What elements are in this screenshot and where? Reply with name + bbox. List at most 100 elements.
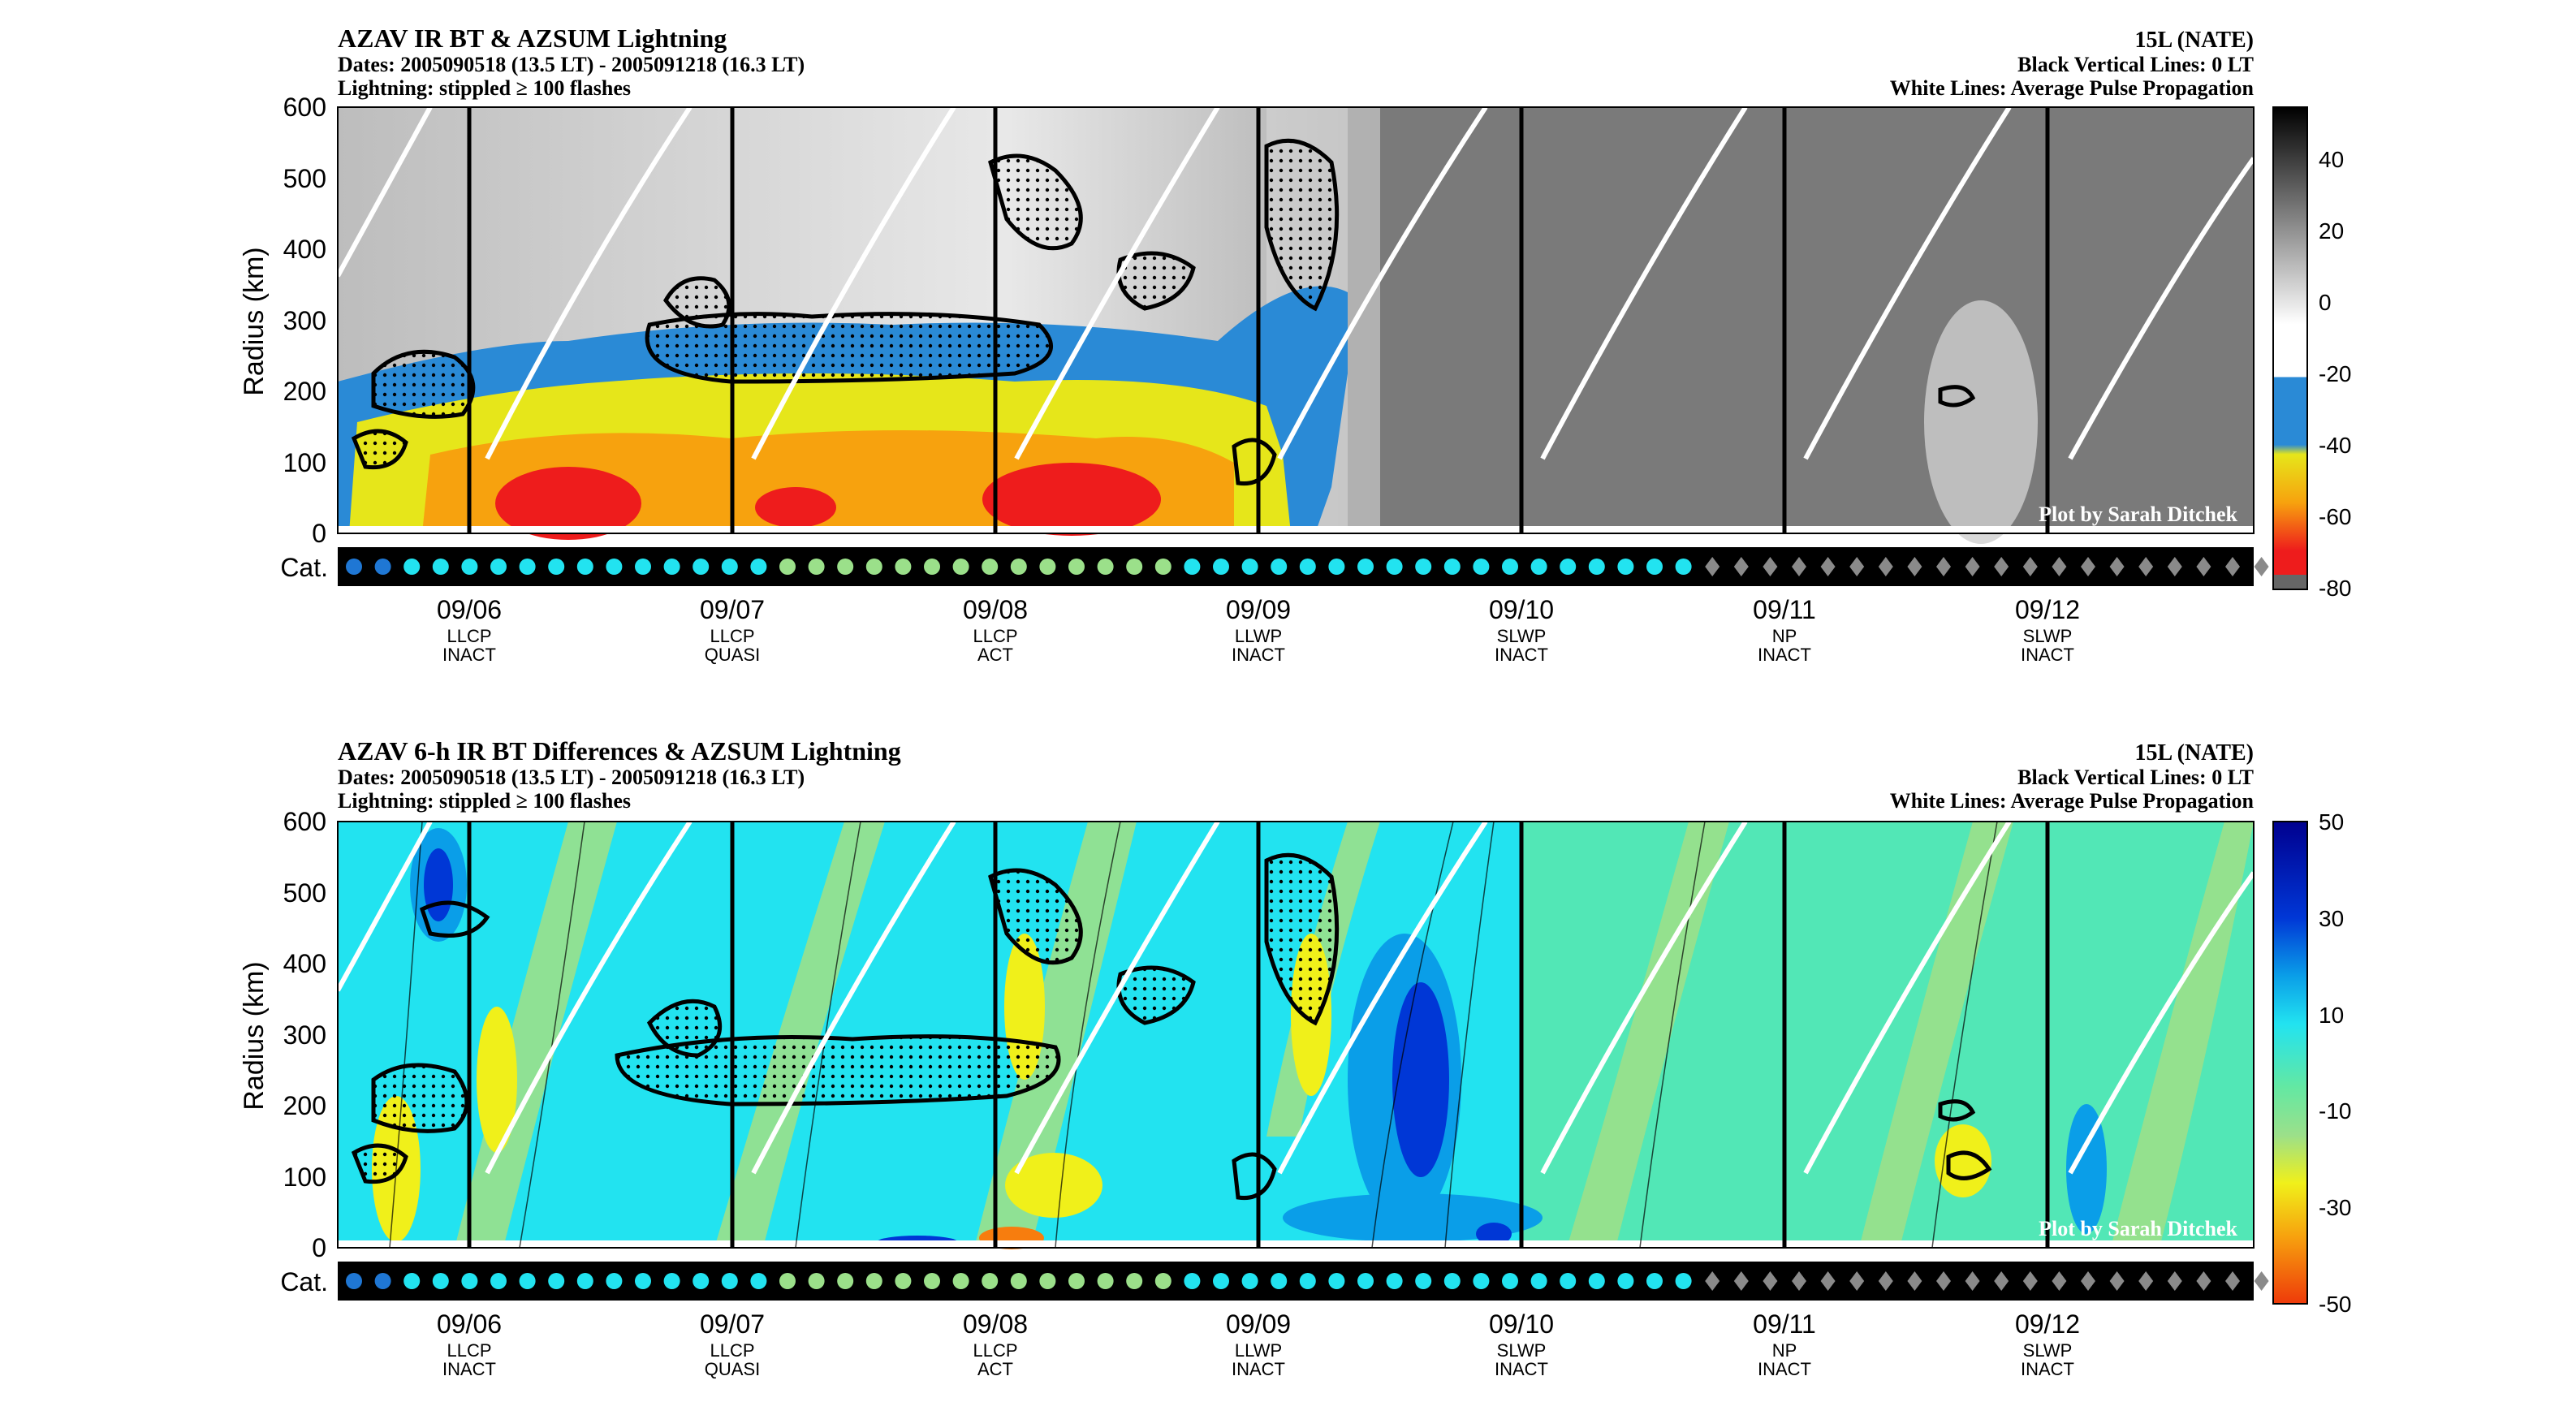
panel2-ytick: 200 bbox=[283, 1091, 326, 1120]
category-marker-diamond bbox=[2196, 1271, 2211, 1291]
x-tick-activity: INACT bbox=[442, 645, 496, 665]
category-marker-dot bbox=[1241, 1273, 1258, 1289]
category-marker-dot bbox=[1443, 1273, 1461, 1289]
x-tick-date: 09/09 bbox=[1226, 1309, 1291, 1339]
cb1-tick: -60 bbox=[2319, 504, 2351, 529]
panel1-colorbar bbox=[2272, 106, 2308, 590]
category-marker-dot bbox=[808, 559, 825, 575]
category-marker-dot bbox=[1010, 1273, 1027, 1289]
x-tick-structure: SLWP bbox=[2023, 626, 2073, 646]
category-marker-dot bbox=[576, 559, 593, 575]
panel1-ylabel: Radius (km) bbox=[239, 247, 270, 395]
category-marker-dot bbox=[1415, 1273, 1432, 1289]
category-marker-dot bbox=[721, 1273, 738, 1289]
category-marker-dot bbox=[1617, 559, 1634, 575]
category-marker-diamond bbox=[2081, 1271, 2095, 1291]
category-marker-dot bbox=[1213, 559, 1229, 575]
category-marker-diamond bbox=[1792, 1271, 1806, 1291]
x-tick-activity: INACT bbox=[2021, 645, 2074, 665]
cb1-tick: -40 bbox=[2319, 433, 2351, 458]
category-marker-diamond bbox=[1763, 557, 1778, 576]
category-marker-dot bbox=[1184, 1273, 1201, 1289]
category-marker-dot bbox=[663, 559, 680, 575]
category-marker-diamond bbox=[1994, 1271, 2009, 1291]
category-marker-diamond bbox=[1878, 557, 1893, 576]
category-marker-diamond bbox=[2167, 557, 2182, 576]
cb2-tick: 10 bbox=[2319, 1003, 2344, 1028]
cb1-tick: 40 bbox=[2319, 147, 2344, 172]
panel1-x-axis: 09/06LLCPINACT09/07LLCPQUASI09/08LLCPACT… bbox=[437, 595, 2080, 665]
category-marker-dot bbox=[519, 559, 536, 575]
x-tick-date: 09/10 bbox=[1489, 1309, 1554, 1339]
x-tick-activity: INACT bbox=[1758, 1359, 1811, 1379]
category-marker-dot bbox=[808, 1273, 825, 1289]
category-marker-dot bbox=[865, 559, 882, 575]
panel1-cat-label: Cat. bbox=[280, 553, 328, 582]
category-marker-diamond bbox=[2052, 1271, 2067, 1291]
category-marker-dot bbox=[1473, 1273, 1490, 1289]
category-marker-diamond bbox=[2138, 1271, 2154, 1291]
category-marker-dot bbox=[693, 1273, 710, 1289]
category-marker-dot bbox=[403, 559, 421, 575]
panel2-ytick: 300 bbox=[283, 1020, 326, 1050]
category-marker-dot bbox=[606, 1273, 623, 1289]
category-marker-diamond bbox=[2109, 1271, 2125, 1291]
panel2-colorbar-ticks: 50 30 10 -10 -30 -50 bbox=[2319, 809, 2351, 1317]
x-tick-structure: LLCP bbox=[973, 626, 1017, 646]
category-marker-dot bbox=[346, 1273, 362, 1289]
panel2-ytick: 400 bbox=[283, 949, 326, 978]
cb1-tick: -80 bbox=[2319, 576, 2351, 601]
category-marker-dot bbox=[1271, 559, 1288, 575]
x-tick-date: 09/11 bbox=[1753, 595, 1816, 624]
category-marker-dot bbox=[837, 1273, 854, 1289]
category-marker-diamond bbox=[1792, 557, 1806, 576]
category-marker-dot bbox=[461, 559, 478, 575]
x-tick-date: 09/09 bbox=[1226, 595, 1291, 624]
category-marker-dot bbox=[635, 559, 651, 575]
category-marker-diamond bbox=[1820, 557, 1836, 576]
x-tick-activity: INACT bbox=[1232, 645, 1285, 665]
category-marker-diamond bbox=[2081, 557, 2095, 576]
panel1-ytick: 100 bbox=[283, 448, 326, 477]
category-marker-dot bbox=[1530, 559, 1547, 575]
x-tick-structure: SLWP bbox=[2023, 1340, 2073, 1361]
category-marker-dot bbox=[1588, 559, 1605, 575]
panel2-colorbar bbox=[2272, 821, 2308, 1305]
category-marker-diamond bbox=[1733, 557, 1749, 576]
category-marker-dot bbox=[1675, 559, 1692, 575]
category-marker-diamond bbox=[1820, 1271, 1836, 1291]
category-marker-dot bbox=[1357, 1273, 1374, 1289]
category-marker-dot bbox=[1126, 559, 1143, 575]
category-marker-dot bbox=[1241, 559, 1258, 575]
category-marker-diamond bbox=[2225, 557, 2240, 576]
category-marker-diamond bbox=[1763, 1271, 1778, 1291]
panel-ir-bt-differences: AZAV 6-h IR BT Differences & AZSUM Light… bbox=[239, 736, 2351, 1379]
category-marker-dot bbox=[1530, 1273, 1547, 1289]
category-marker-dot bbox=[346, 559, 362, 575]
x-tick-activity: INACT bbox=[1495, 645, 1548, 665]
category-marker-dot bbox=[519, 1273, 536, 1289]
x-tick-date: 09/10 bbox=[1489, 595, 1554, 624]
category-marker-dot bbox=[1675, 1273, 1692, 1289]
category-marker-dot bbox=[1386, 1273, 1403, 1289]
cb1-tick: -20 bbox=[2319, 361, 2351, 386]
category-marker-dot bbox=[374, 1273, 391, 1289]
category-marker-dot bbox=[1357, 559, 1374, 575]
category-marker-diamond bbox=[2196, 557, 2211, 576]
x-tick-structure: LLCP bbox=[710, 626, 754, 646]
panel1-ytick: 600 bbox=[283, 93, 326, 122]
category-marker-diamond bbox=[1878, 1271, 1893, 1291]
category-marker-dot bbox=[750, 1273, 767, 1289]
category-marker-dot bbox=[1443, 559, 1461, 575]
x-tick-activity: INACT bbox=[1758, 645, 1811, 665]
category-marker-diamond bbox=[1936, 1271, 1951, 1291]
panel1-dates: Dates: 2005090518 (13.5 LT) - 2005091218… bbox=[338, 53, 805, 76]
panel1-y-axis: 0 100 200 300 400 500 600 bbox=[283, 93, 326, 548]
panel1-black-lines-note: Black Vertical Lines: 0 LT bbox=[2017, 53, 2254, 76]
category-marker-dot bbox=[635, 1273, 651, 1289]
x-tick-activity: QUASI bbox=[705, 1359, 760, 1379]
panel2-credit: Plot by Sarah Ditchek bbox=[2039, 1217, 2237, 1240]
x-tick-structure: SLWP bbox=[1497, 626, 1547, 646]
panel2-cat-label: Cat. bbox=[280, 1267, 328, 1296]
